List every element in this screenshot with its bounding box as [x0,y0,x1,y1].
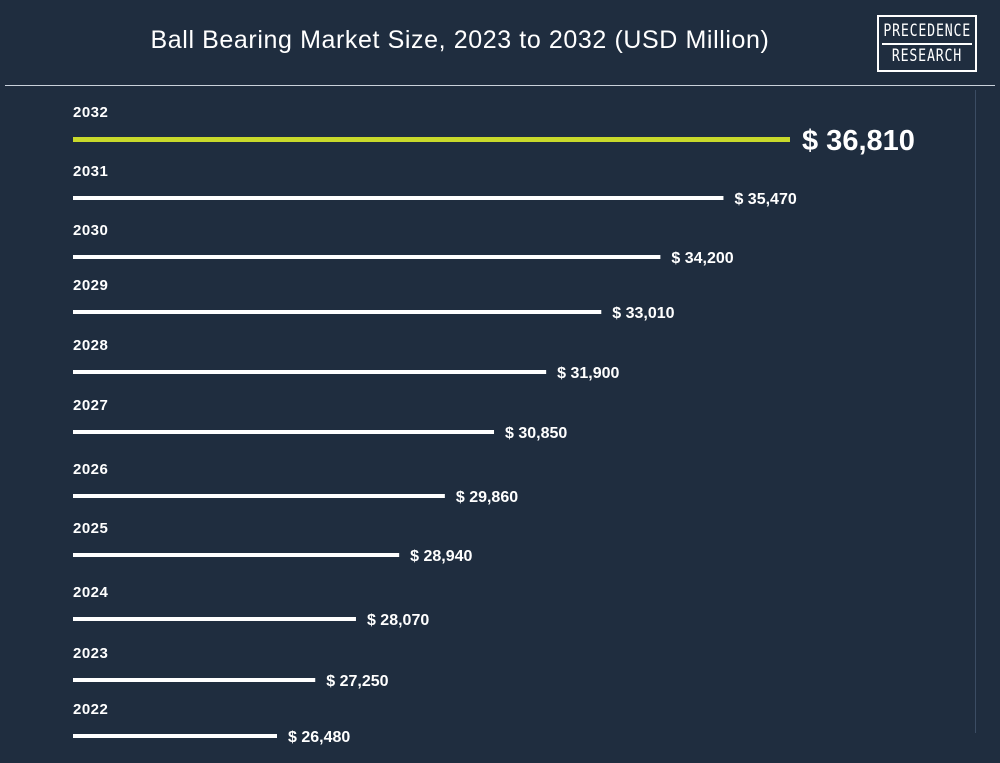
bar [73,310,602,314]
category-label: 2024 [73,584,109,601]
logo-line-1: PRECEDENCE [883,20,971,41]
bar [73,678,316,682]
category-label: 2031 [73,163,108,180]
bar [73,196,724,200]
value-label: $ 33,010 [612,305,674,322]
value-label: $ 30,850 [505,425,567,442]
category-label: 2026 [73,461,108,478]
title-divider [5,85,995,86]
bar [73,553,400,557]
value-label: $ 28,940 [410,548,472,565]
value-label: $ 27,250 [326,673,388,690]
category-label: 2025 [73,520,108,537]
bar [73,494,445,498]
logo-line-2: RESEARCH [891,45,963,66]
bar [73,370,547,374]
precedence-research-logo: PRECEDENCE RESEARCH [877,15,977,72]
value-label: $ 29,860 [456,489,518,506]
frame-side-rule [975,90,976,733]
bar [73,255,661,259]
bar [73,430,495,434]
category-label: 2028 [73,337,108,354]
logo-divider [882,42,972,45]
category-label: 2027 [73,397,108,414]
chart-title: Ball Bearing Market Size, 2023 to 2032 (… [150,26,770,54]
category-label: 2032 [73,104,108,121]
value-label: $ 31,900 [557,365,619,382]
category-label: 2022 [73,701,108,718]
bar [73,734,277,738]
value-label: $ 34,200 [671,250,733,267]
bar [73,137,790,142]
value-label: $ 36,810 [802,125,915,157]
category-label: 2023 [73,645,108,662]
value-label: $ 26,480 [288,729,350,746]
category-label: 2029 [73,277,108,294]
value-label: $ 28,070 [367,612,429,629]
category-label: 2030 [73,222,108,239]
bar [73,617,356,621]
value-label: $ 35,470 [734,191,796,208]
